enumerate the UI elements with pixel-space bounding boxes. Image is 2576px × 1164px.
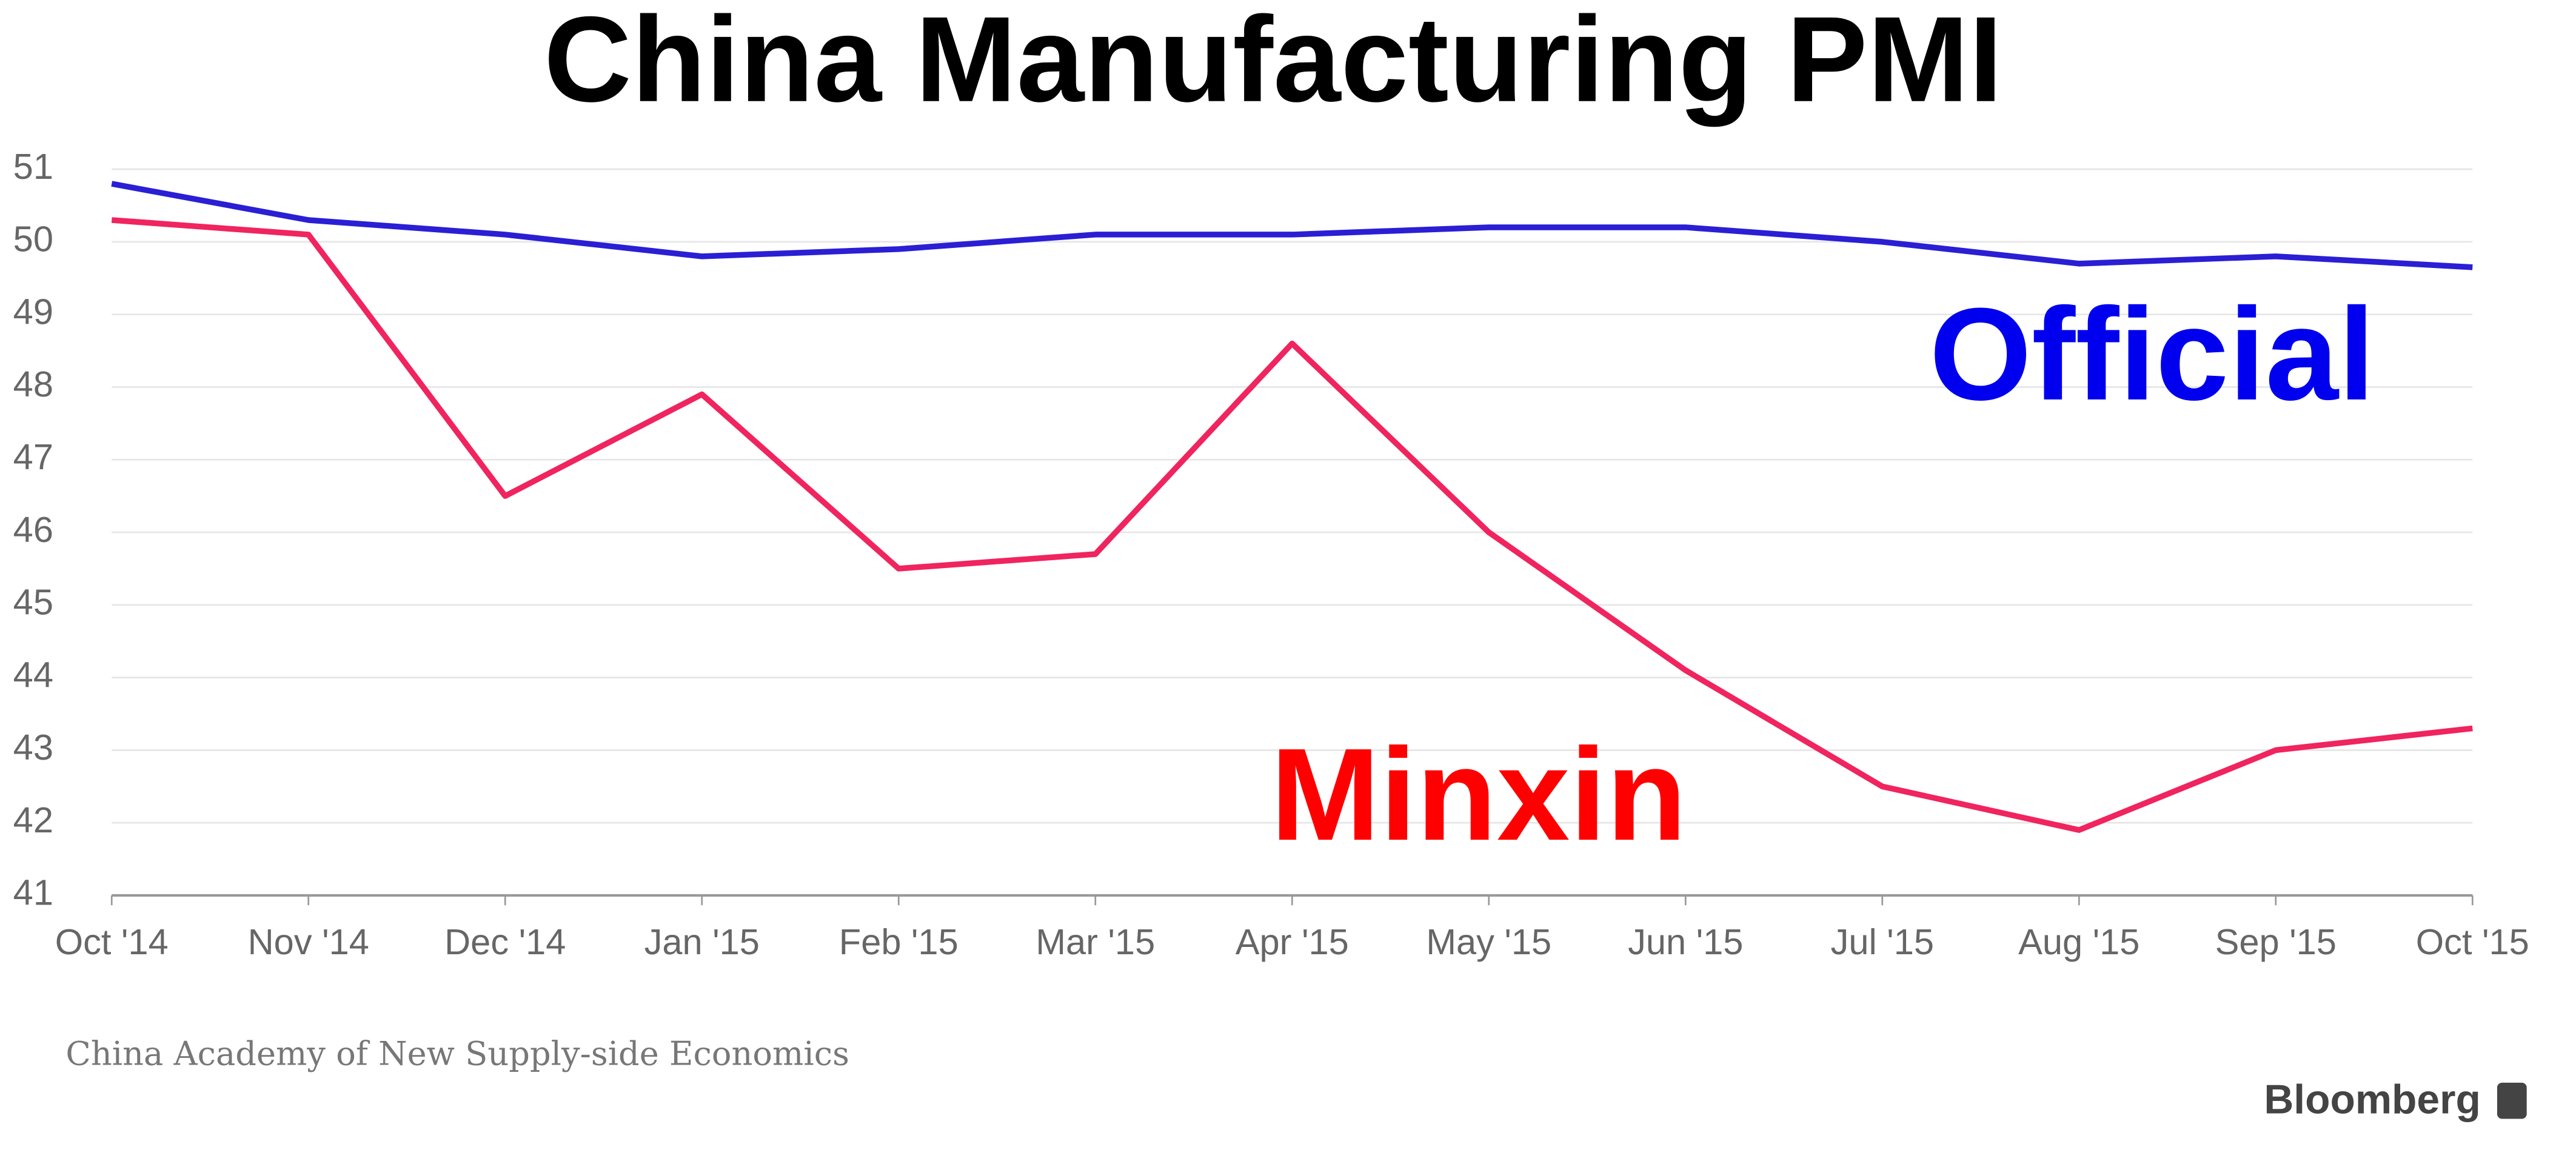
x-tick-label: Dec '14 (444, 921, 566, 962)
source: China Academy of New Supply-side Economi… (65, 1034, 849, 1072)
series-line (111, 181, 2473, 270)
series-label: Official (1929, 281, 2375, 427)
y-tick-label: 44 (13, 654, 53, 695)
y-tick-label: 49 (13, 291, 53, 332)
x-tick-label: Nov '14 (248, 921, 369, 962)
brand: Bloomberg (2264, 1077, 2480, 1122)
x-tick-label: Oct '14 (55, 921, 169, 962)
y-tick-label: 47 (13, 436, 53, 477)
x-tick-label: Aug '15 (2018, 921, 2139, 962)
series-label: Minxin (1271, 721, 1687, 868)
chart-title: China Manufacturing PMI (544, 0, 2002, 127)
x-tick-label: Jan '15 (644, 921, 760, 962)
x-tick-label: Oct '15 (2416, 921, 2529, 962)
y-tick-label: 41 (13, 872, 53, 913)
y-tick-label: 50 (13, 219, 53, 259)
x-tick-label: Feb '15 (839, 921, 958, 962)
x-tick-label: Jul '15 (1831, 921, 1934, 962)
brand-icon (2497, 1082, 2527, 1119)
y-tick-label: 42 (13, 800, 53, 840)
y-tick-label: 48 (13, 364, 53, 404)
x-tick-label: Jun '15 (1628, 921, 1743, 962)
y-tick-label: 45 (13, 582, 53, 623)
y-tick-label: 43 (13, 727, 53, 768)
y-tick-label: 46 (13, 509, 53, 550)
y-tick-label: 51 (13, 146, 53, 187)
series-line (111, 217, 2473, 833)
x-tick-label: Apr '15 (1236, 921, 1349, 962)
x-tick-label: Sep '15 (2215, 921, 2337, 962)
x-tick-label: Mar '15 (1035, 921, 1155, 962)
x-tick-label: May '15 (1426, 921, 1551, 962)
